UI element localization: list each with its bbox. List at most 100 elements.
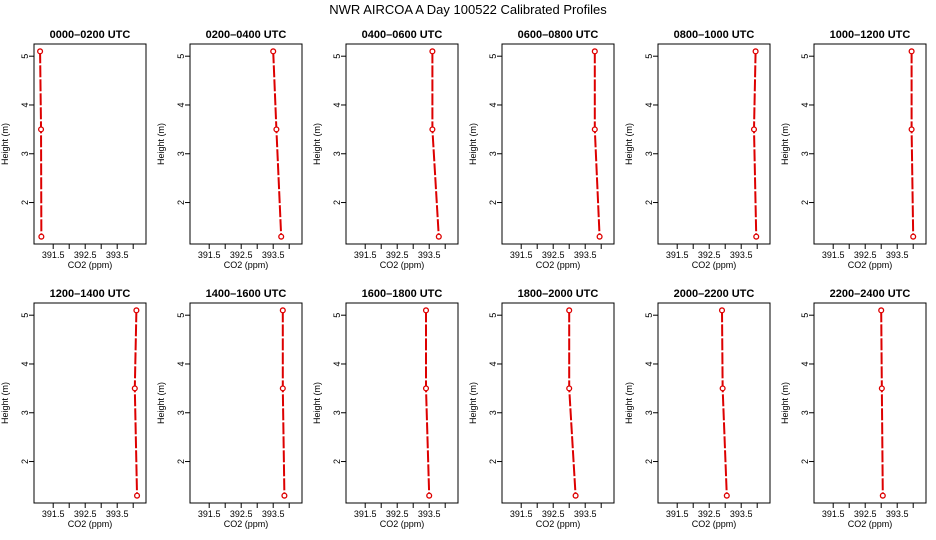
data-point: [279, 307, 286, 314]
y-tick-label: 2: [644, 200, 654, 205]
y-tick-label: 5: [20, 313, 30, 318]
data-point: [591, 126, 598, 133]
x-tick-label: 392.5: [386, 509, 409, 519]
y-tick-label: 4: [332, 102, 342, 107]
x-tick-label: 393.5: [886, 250, 909, 260]
data-point: [753, 233, 760, 240]
x-tick-label: 393.5: [730, 509, 753, 519]
x-tick-label: 391.5: [42, 250, 65, 260]
y-tick-label: 4: [644, 102, 654, 107]
y-tick-label: 3: [176, 151, 186, 156]
x-axis-label: CO2 (ppm): [536, 519, 581, 529]
plot-frame: [813, 43, 927, 245]
y-axis-label: Height (m): [156, 382, 166, 424]
y-tick-label: 2: [176, 200, 186, 205]
x-axis-label: CO2 (ppm): [380, 260, 425, 270]
y-tick-label: 5: [176, 313, 186, 318]
panel-title: 1400–1600 UTC: [206, 288, 287, 300]
plot-frame: [501, 302, 615, 504]
y-tick-label: 5: [20, 54, 30, 59]
figure-title: NWR AIRCOA A Day 100522 Calibrated Profi…: [329, 2, 607, 17]
x-tick-label: 393.5: [418, 509, 441, 519]
x-axis-label: CO2 (ppm): [848, 519, 893, 529]
data-point: [566, 307, 573, 314]
profile-line: [133, 310, 139, 496]
x-tick-label: 393.5: [106, 250, 129, 260]
panel-title: 1600–1800 UTC: [362, 288, 443, 300]
y-tick-label: 3: [176, 410, 186, 415]
panel-title: 2000–2200 UTC: [674, 288, 755, 300]
x-axis-label: CO2 (ppm): [68, 519, 113, 529]
y-tick-label: 5: [644, 313, 654, 318]
y-tick-label: 2: [644, 459, 654, 464]
plot-frame: [33, 302, 147, 504]
panel-title: 0600–0800 UTC: [518, 29, 599, 41]
y-tick-label: 5: [800, 313, 810, 318]
y-axis-label: Height (m): [468, 123, 478, 165]
x-tick-label: 392.5: [542, 509, 565, 519]
y-tick-label: 3: [644, 151, 654, 156]
y-axis-label: Height (m): [0, 123, 10, 165]
y-axis-label: Height (m): [312, 382, 322, 424]
y-tick-label: 4: [644, 361, 654, 366]
profile-line: [272, 51, 283, 237]
data-point: [426, 492, 433, 499]
panel-title: 2200–2400 UTC: [830, 288, 911, 300]
data-point: [133, 492, 141, 499]
plot-frame: [33, 43, 147, 245]
data-point: [718, 307, 726, 314]
data-point: [38, 233, 45, 240]
panel-5: 0800–1000 UTC 391.5 392.5 393.5 2 3 4 5 CO2 (ppm…: [624, 29, 771, 270]
data-point: [133, 307, 140, 314]
profile-line: [752, 51, 758, 237]
panel-title: 0200–0400 UTC: [206, 29, 287, 41]
y-axis-label: Height (m): [0, 382, 10, 424]
y-tick-label: 5: [800, 54, 810, 59]
y-tick-label: 3: [800, 151, 810, 156]
panel-8: 1400–1600 UTC 391.5 392.5 393.5 2 3 4 5 CO2 (ppm…: [156, 288, 303, 529]
data-point: [131, 385, 138, 392]
x-tick-label: 391.5: [666, 250, 689, 260]
x-axis-label: CO2 (ppm): [224, 519, 269, 529]
data-point: [435, 233, 442, 240]
profile-line: [910, 51, 915, 237]
y-tick-label: 3: [644, 410, 654, 415]
x-tick-label: 392.5: [854, 509, 877, 519]
data-point: [37, 48, 44, 55]
x-tick-label: 392.5: [230, 250, 253, 260]
x-tick-label: 391.5: [198, 250, 221, 260]
x-tick-label: 391.5: [42, 509, 65, 519]
profile-line: [721, 310, 728, 496]
data-point: [429, 48, 436, 55]
x-tick-label: 392.5: [386, 250, 409, 260]
y-tick-label: 2: [176, 459, 186, 464]
x-tick-label: 391.5: [354, 509, 377, 519]
y-axis-label: Height (m): [156, 123, 166, 165]
data-point: [752, 48, 759, 55]
data-point: [750, 126, 758, 133]
profile-line: [431, 51, 440, 237]
y-tick-label: 5: [332, 313, 342, 318]
x-axis-label: CO2 (ppm): [380, 519, 425, 529]
x-tick-label: 392.5: [698, 250, 721, 260]
x-tick-label: 391.5: [354, 250, 377, 260]
x-tick-label: 391.5: [822, 509, 845, 519]
plot-frame: [189, 302, 303, 504]
x-axis-label: CO2 (ppm): [224, 260, 269, 270]
x-tick-label: 392.5: [854, 250, 877, 260]
y-tick-label: 5: [488, 54, 498, 59]
plot-frame: [657, 43, 771, 245]
data-point: [281, 492, 288, 499]
data-point: [273, 126, 280, 133]
data-point: [278, 233, 285, 240]
plot-frame: [813, 302, 927, 504]
y-tick-label: 2: [20, 459, 30, 464]
data-point: [908, 126, 915, 133]
plot-frame: [189, 43, 303, 245]
panel-2: 0200–0400 UTC 391.5 392.5 393.5 2 3 4 5 CO2 (ppm…: [156, 29, 303, 270]
panel-12: 2200–2400 UTC 391.5 392.5 393.5 2 3 4 5 CO2 (ppm…: [780, 288, 927, 529]
panel-1: 0000–0200 UTC 391.5 392.5 393.5 2 3 4 5 CO2 (ppm…: [0, 29, 147, 270]
y-tick-label: 4: [800, 361, 810, 366]
y-tick-label: 2: [332, 200, 342, 205]
